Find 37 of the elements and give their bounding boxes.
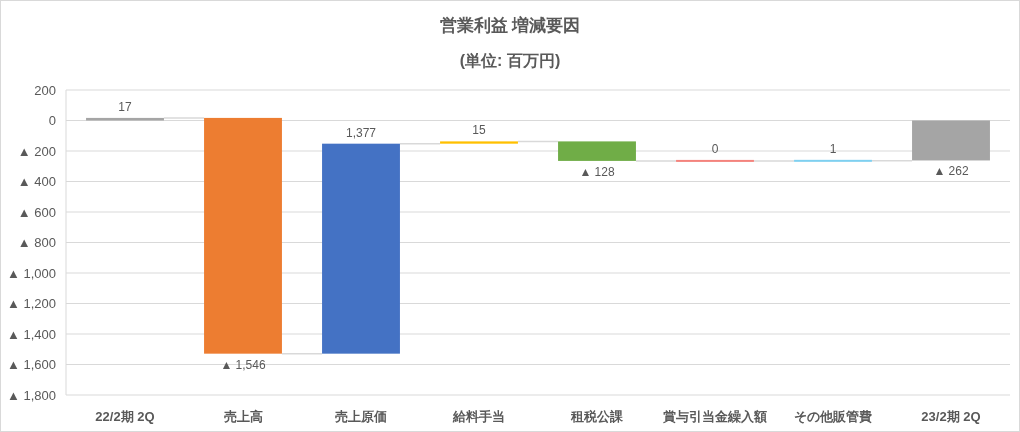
y-tick-label: ▲ 1,200 [6,296,56,311]
x-tick-label: 賞与引当金繰入額 [663,408,767,424]
data-label: ▲ 128 [579,164,615,179]
y-tick-label: ▲ 400 [17,174,56,189]
data-label: 15 [472,123,486,138]
y-tick-label: ▲ 600 [17,204,56,220]
bar [440,141,518,144]
y-tick-label: 0 [48,113,56,128]
x-tick-label: 租税公課 [570,408,624,424]
x-tick-label: 売上原価 [335,408,387,424]
chart-subtitle: (単位: 百万円) [459,52,561,69]
bar [322,143,400,354]
bar [558,141,636,161]
x-tick-label: その他販管費 [794,408,872,424]
y-tick-label: ▲ 800 [17,235,56,250]
bar [794,159,872,162]
chart-title: 営業利益 増減要因 [439,15,581,35]
y-tick-label: ▲ 1,600 [6,357,56,372]
bar [912,120,990,161]
data-label: 1,377 [345,125,377,140]
y-tick-label: ▲ 200 [17,143,56,159]
bar [676,159,754,162]
x-tick-label: 給料手当 [452,408,505,424]
y-tick-label: ▲ 1,800 [6,387,56,403]
y-tick-label: ▲ 1,400 [6,326,56,342]
bar [204,117,282,354]
y-tick-label: 200 [34,82,56,98]
x-tick-label: 22/2期 2Q [95,408,155,424]
data-label: 0 [711,141,719,156]
data-label: ▲ 262 [933,164,969,179]
x-tick-label: 売上高 [223,408,263,424]
x-tick-label: 23/2期 2Q [921,408,981,424]
bar [86,117,164,121]
data-label: ▲ 1,546 [220,357,266,372]
y-tick-label: ▲ 1,000 [6,265,56,281]
data-label: 1 [829,141,837,156]
data-label: 17 [118,99,132,114]
